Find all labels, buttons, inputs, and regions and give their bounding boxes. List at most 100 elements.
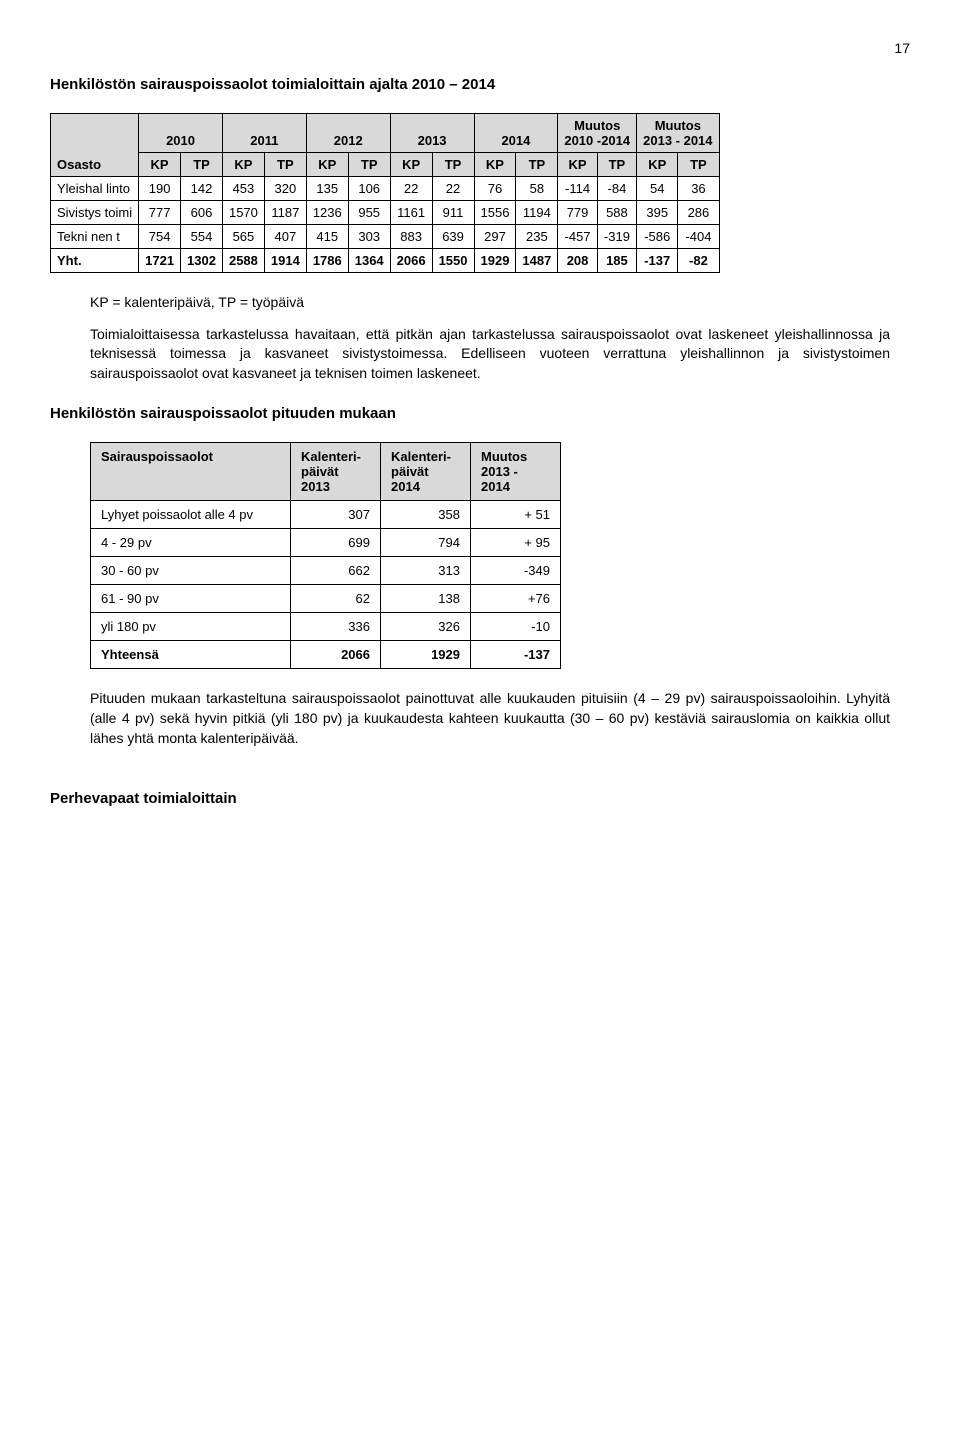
- t2-cell: -10: [471, 613, 561, 641]
- cell: 606: [181, 201, 223, 225]
- table-row: 61 - 90 pv 62 138 +76: [91, 585, 561, 613]
- cell: 955: [348, 201, 390, 225]
- sh-5: KP: [306, 153, 348, 177]
- t2-label: 30 - 60 pv: [91, 557, 291, 585]
- t2-cell: 336: [291, 613, 381, 641]
- cell: 554: [181, 225, 223, 249]
- cell: 190: [139, 177, 181, 201]
- cell: 1929: [474, 249, 516, 273]
- t2-cell: 358: [381, 501, 471, 529]
- cell: 639: [432, 225, 474, 249]
- paragraph-1: Toimialoittaisessa tarkastelussa havaita…: [90, 325, 890, 384]
- t2-cell: +76: [471, 585, 561, 613]
- cell: 1914: [264, 249, 306, 273]
- t2-cell: + 51: [471, 501, 561, 529]
- cell: 303: [348, 225, 390, 249]
- t2-h2: Kalenteri- päivät 2014: [381, 443, 471, 501]
- sh-3: KP: [222, 153, 264, 177]
- t2-h0: Sairauspoissaolot: [91, 443, 291, 501]
- t2-label: 4 - 29 pv: [91, 529, 291, 557]
- cell: 1570: [222, 201, 264, 225]
- row-label: Yleishal linto: [51, 177, 139, 201]
- cell: 1556: [474, 201, 516, 225]
- cell: 883: [390, 225, 432, 249]
- cell: 22: [390, 177, 432, 201]
- sh-8: TP: [432, 153, 474, 177]
- year-2010: 2010: [139, 114, 223, 153]
- sub-header-row: KP TP KP TP KP TP KP TP KP TP KP TP KP T…: [51, 153, 720, 177]
- cell: 777: [139, 201, 181, 225]
- t2-cell: 138: [381, 585, 471, 613]
- sh-11: KP: [558, 153, 597, 177]
- cell: -137: [637, 249, 678, 273]
- paragraph-2: Pituuden mukaan tarkasteltuna sairauspoi…: [90, 689, 890, 748]
- table2-header-row: Sairauspoissaolot Kalenteri- päivät 2013…: [91, 443, 561, 501]
- cell: 135: [306, 177, 348, 201]
- sh-14: TP: [678, 153, 719, 177]
- cell: 208: [558, 249, 597, 273]
- page-number: 17: [50, 40, 910, 56]
- cell: 1487: [516, 249, 558, 273]
- sh-7: KP: [390, 153, 432, 177]
- table-row: Lyhyet poissaolot alle 4 pv 307 358 + 51: [91, 501, 561, 529]
- cell: 407: [264, 225, 306, 249]
- cell: 297: [474, 225, 516, 249]
- sh-9: KP: [474, 153, 516, 177]
- t2-cell: 62: [291, 585, 381, 613]
- cell: 235: [516, 225, 558, 249]
- table-row: yli 180 pv 336 326 -10: [91, 613, 561, 641]
- cell: -114: [558, 177, 597, 201]
- cell: 1786: [306, 249, 348, 273]
- cell: 1721: [139, 249, 181, 273]
- table-2: Sairauspoissaolot Kalenteri- päivät 2013…: [90, 442, 561, 669]
- t2-cell: + 95: [471, 529, 561, 557]
- sh-4: TP: [264, 153, 306, 177]
- cell: 453: [222, 177, 264, 201]
- cell: 286: [678, 201, 719, 225]
- table-row: 30 - 60 pv 662 313 -349: [91, 557, 561, 585]
- title-2: Henkilöstön sairauspoissaolot pituuden m…: [50, 405, 910, 422]
- t2-label: 61 - 90 pv: [91, 585, 291, 613]
- cell: 2588: [222, 249, 264, 273]
- cell: 2066: [390, 249, 432, 273]
- t2-cell: 313: [381, 557, 471, 585]
- t2-label: Lyhyet poissaolot alle 4 pv: [91, 501, 291, 529]
- osasto-header: Osasto: [51, 114, 139, 177]
- table-1: Osasto 2010 2011 2012 2013 2014 Muutos 2…: [50, 113, 720, 273]
- muutos-2-range: 2013 - 2014: [643, 133, 712, 148]
- table-row: Yleishal linto 190 142 453 320 135 106 2…: [51, 177, 720, 201]
- cell: -82: [678, 249, 719, 273]
- year-header-row: Osasto 2010 2011 2012 2013 2014 Muutos 2…: [51, 114, 720, 153]
- cell: 185: [597, 249, 636, 273]
- cell: 565: [222, 225, 264, 249]
- sh-10: TP: [516, 153, 558, 177]
- t2-cell: 662: [291, 557, 381, 585]
- cell: 779: [558, 201, 597, 225]
- table-row-total: Yht. 1721 1302 2588 1914 1786 1364 2066 …: [51, 249, 720, 273]
- legend-text: KP = kalenteripäivä, TP = työpäivä: [90, 293, 890, 313]
- cell: -586: [637, 225, 678, 249]
- cell: 36: [678, 177, 719, 201]
- cell: 142: [181, 177, 223, 201]
- cell: 106: [348, 177, 390, 201]
- cell: 1187: [264, 201, 306, 225]
- muutos-2: Muutos 2013 - 2014: [637, 114, 719, 153]
- table-row: Tekni nen t 754 554 565 407 415 303 883 …: [51, 225, 720, 249]
- cell: 1161: [390, 201, 432, 225]
- table-row: 4 - 29 pv 699 794 + 95: [91, 529, 561, 557]
- sh-13: KP: [637, 153, 678, 177]
- cell: 415: [306, 225, 348, 249]
- year-2012: 2012: [306, 114, 390, 153]
- title-3: Perhevapaat toimialoittain: [50, 790, 910, 807]
- sh-1: KP: [139, 153, 181, 177]
- sh-2: TP: [181, 153, 223, 177]
- cell: 320: [264, 177, 306, 201]
- year-2011: 2011: [222, 114, 306, 153]
- t2-cell: 326: [381, 613, 471, 641]
- cell: 754: [139, 225, 181, 249]
- cell: 588: [597, 201, 636, 225]
- t2-h3: Muutos 2013 - 2014: [471, 443, 561, 501]
- cell: 911: [432, 201, 474, 225]
- cell: -404: [678, 225, 719, 249]
- muutos-1-range: 2010 -2014: [564, 133, 630, 148]
